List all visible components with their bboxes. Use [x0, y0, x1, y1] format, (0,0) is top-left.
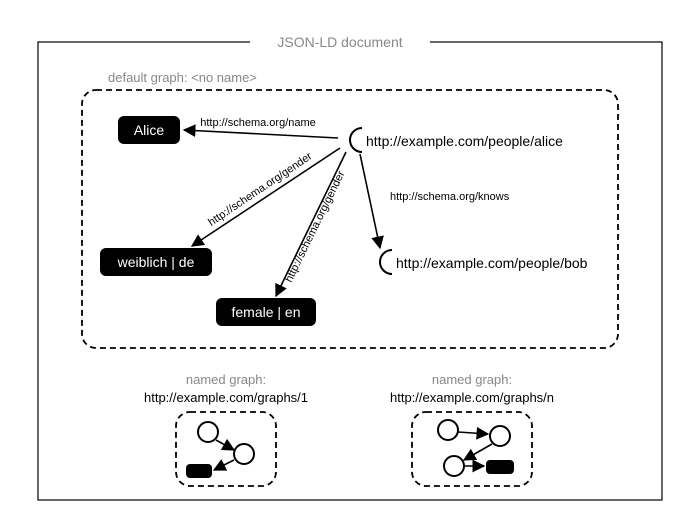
named-graph-n: named graph: http://example.com/graphs/n — [390, 372, 554, 486]
default-graph-label: default graph: <no name> — [108, 70, 257, 85]
svg-text:named graph:: named graph: — [186, 372, 266, 387]
edge-gender-de-label: http://schema.org/gender — [206, 150, 314, 229]
svg-text:female | en: female | en — [231, 304, 300, 320]
edge-knows — [360, 154, 380, 248]
literal-female-en: female | en — [216, 298, 316, 326]
svg-text:http://example.com/graphs/1: http://example.com/graphs/1 — [144, 390, 308, 405]
document-title: JSON-LD document — [277, 34, 402, 50]
diagram-canvas: JSON-LD document default graph: <no name… — [0, 0, 700, 525]
node-bob: http://example.com/people/bob — [380, 250, 588, 274]
literal-alice: Alice — [118, 116, 180, 144]
svg-text:named graph:: named graph: — [432, 372, 512, 387]
svg-text:http://example.com/people/alic: http://example.com/people/alice — [366, 133, 563, 149]
literal-weiblich-de: weiblich | de — [100, 248, 212, 276]
edge-gender-en-label: http://schema.org/gender — [283, 169, 348, 284]
named-graph-1: named graph: http://example.com/graphs/1 — [144, 372, 308, 486]
svg-text:Alice: Alice — [134, 122, 165, 138]
edge-name-label: http://schema.org/name — [200, 117, 316, 129]
edge-knows-label: http://schema.org/knows — [390, 191, 510, 203]
node-alice: http://example.com/people/alice — [350, 128, 563, 152]
edge-name — [184, 130, 338, 138]
svg-text:http://example.com/people/bob: http://example.com/people/bob — [396, 255, 588, 271]
svg-text:weiblich | de: weiblich | de — [117, 254, 195, 270]
svg-text:http://example.com/graphs/n: http://example.com/graphs/n — [390, 390, 554, 405]
